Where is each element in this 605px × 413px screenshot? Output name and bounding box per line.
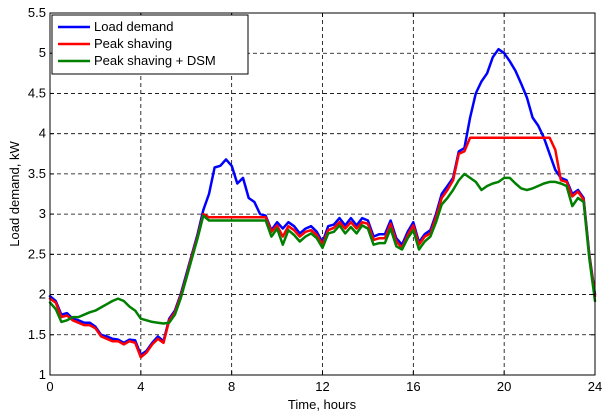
x-tick-label: 24	[588, 379, 602, 394]
y-tick-label: 2.5	[28, 246, 46, 261]
y-tick-label: 4	[39, 126, 46, 141]
x-axis-title: Time, hours	[288, 397, 357, 412]
y-tick-label: 3	[39, 206, 46, 221]
grid	[50, 13, 595, 375]
y-tick-label: 2	[39, 287, 46, 302]
y-tick-label: 3.5	[28, 166, 46, 181]
y-tick-label: 1	[39, 367, 46, 382]
x-tick-label: 16	[406, 379, 420, 394]
y-tick-label: 1.5	[28, 327, 46, 342]
x-tick-label: 0	[46, 379, 53, 394]
x-tick-label: 4	[137, 379, 144, 394]
series-layer	[48, 47, 597, 359]
legend: Load demand Peak shaving Peak shaving + DS…	[51, 14, 249, 75]
series-line-peak-shaving-dsm	[48, 172, 597, 325]
x-tick-label: 12	[315, 379, 329, 394]
legend-label: Peak shaving + DSM	[94, 53, 216, 68]
y-axis-title: Load demand, kW	[7, 141, 22, 247]
y-tick-label: 4.5	[28, 85, 46, 100]
x-tick-label: 8	[228, 379, 235, 394]
x-tick-label: 20	[497, 379, 511, 394]
x-axis: 0 4 8 12 16 20 24	[46, 13, 602, 394]
legend-label: Load demand	[94, 19, 174, 34]
legend-label: Peak shaving	[94, 36, 172, 51]
y-axis: 1 1.5 2 2.5 3 3.5 4 4.5 5 5.5	[28, 5, 595, 382]
y-tick-label: 5.5	[28, 5, 46, 20]
y-tick-label: 5	[39, 45, 46, 60]
